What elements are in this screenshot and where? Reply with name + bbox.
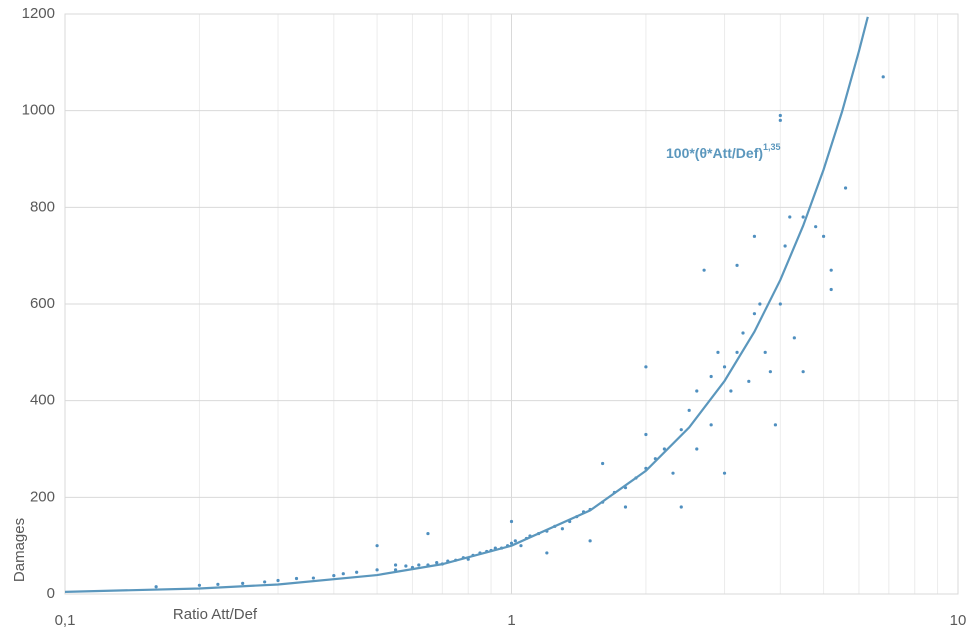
y-axis-label: Damages — [11, 518, 28, 582]
x-axis-label: Ratio Att/Def — [173, 606, 258, 623]
data-point — [417, 563, 421, 567]
data-point — [801, 370, 805, 374]
data-point — [778, 302, 782, 306]
data-point — [778, 118, 782, 122]
data-point — [829, 287, 833, 292]
data-point — [763, 350, 767, 354]
data-point — [509, 541, 514, 545]
data-point — [843, 186, 848, 190]
data-point — [752, 234, 757, 238]
data-point — [735, 263, 739, 267]
data-point — [393, 563, 398, 567]
data-point — [311, 576, 315, 580]
data-point — [241, 581, 245, 585]
data-point — [778, 113, 782, 118]
data-point — [393, 568, 398, 572]
y-tick-label: 400 — [30, 392, 55, 409]
y-tick-label: 600 — [30, 295, 55, 312]
x-tick-label: 0,1 — [55, 612, 76, 629]
data-point — [623, 505, 628, 509]
data-point — [375, 544, 379, 548]
data-point — [671, 471, 675, 475]
data-point — [702, 268, 706, 272]
data-point — [679, 428, 683, 432]
y-tick-label: 200 — [30, 488, 55, 505]
data-point — [341, 572, 345, 576]
data-point — [788, 215, 792, 219]
x-tick-label: 1 — [507, 612, 515, 629]
data-point — [154, 585, 158, 589]
data-point — [355, 570, 359, 574]
data-point — [601, 461, 605, 466]
data-point — [752, 312, 757, 316]
data-point — [709, 423, 713, 427]
data-point — [375, 568, 379, 572]
data-point — [758, 302, 762, 306]
y-tick-label: 1000 — [22, 102, 55, 119]
data-point — [821, 234, 826, 238]
data-point — [509, 519, 514, 524]
data-point — [881, 75, 885, 79]
data-point — [588, 539, 592, 543]
data-point — [263, 580, 267, 584]
data-point — [747, 379, 751, 383]
x-tick-label: 10 — [950, 612, 967, 629]
y-tick-label: 1200 — [22, 5, 55, 22]
annotation-formula: 100*(θ*Att/Def) — [666, 145, 763, 161]
data-point — [662, 447, 666, 451]
y-tick-label: 800 — [30, 198, 55, 215]
data-point — [435, 560, 439, 565]
data-point — [709, 374, 713, 379]
data-point — [332, 574, 336, 578]
annotation-exponent: 1,35 — [763, 142, 781, 152]
annotation: 100*(θ*Att/Def)1,35 — [666, 142, 781, 160]
data-point — [560, 527, 564, 531]
data-point — [735, 350, 739, 354]
data-point — [722, 471, 727, 475]
data-point — [687, 408, 691, 412]
data-point — [729, 389, 733, 393]
data-point — [404, 564, 408, 568]
data-point — [216, 582, 220, 586]
data-point — [801, 215, 805, 219]
data-point — [773, 423, 778, 427]
data-point — [814, 225, 818, 229]
data-point — [644, 432, 648, 437]
data-point — [519, 544, 523, 548]
data-point — [545, 551, 549, 555]
data-point — [741, 331, 745, 335]
data-point — [294, 576, 299, 581]
data-point — [276, 578, 280, 583]
y-tick-label: 0 — [47, 585, 55, 602]
data-point — [695, 447, 699, 451]
data-point — [426, 531, 430, 536]
data-point — [679, 505, 683, 509]
data-point — [792, 336, 796, 340]
data-point — [829, 268, 833, 272]
fit-curve — [65, 16, 869, 593]
data-point — [722, 365, 727, 369]
data-point — [783, 244, 787, 248]
data-point — [768, 370, 772, 374]
data-point — [197, 583, 202, 587]
data-point — [644, 365, 648, 369]
data-point — [716, 350, 720, 354]
data-point — [513, 539, 517, 543]
data-point — [695, 389, 699, 393]
